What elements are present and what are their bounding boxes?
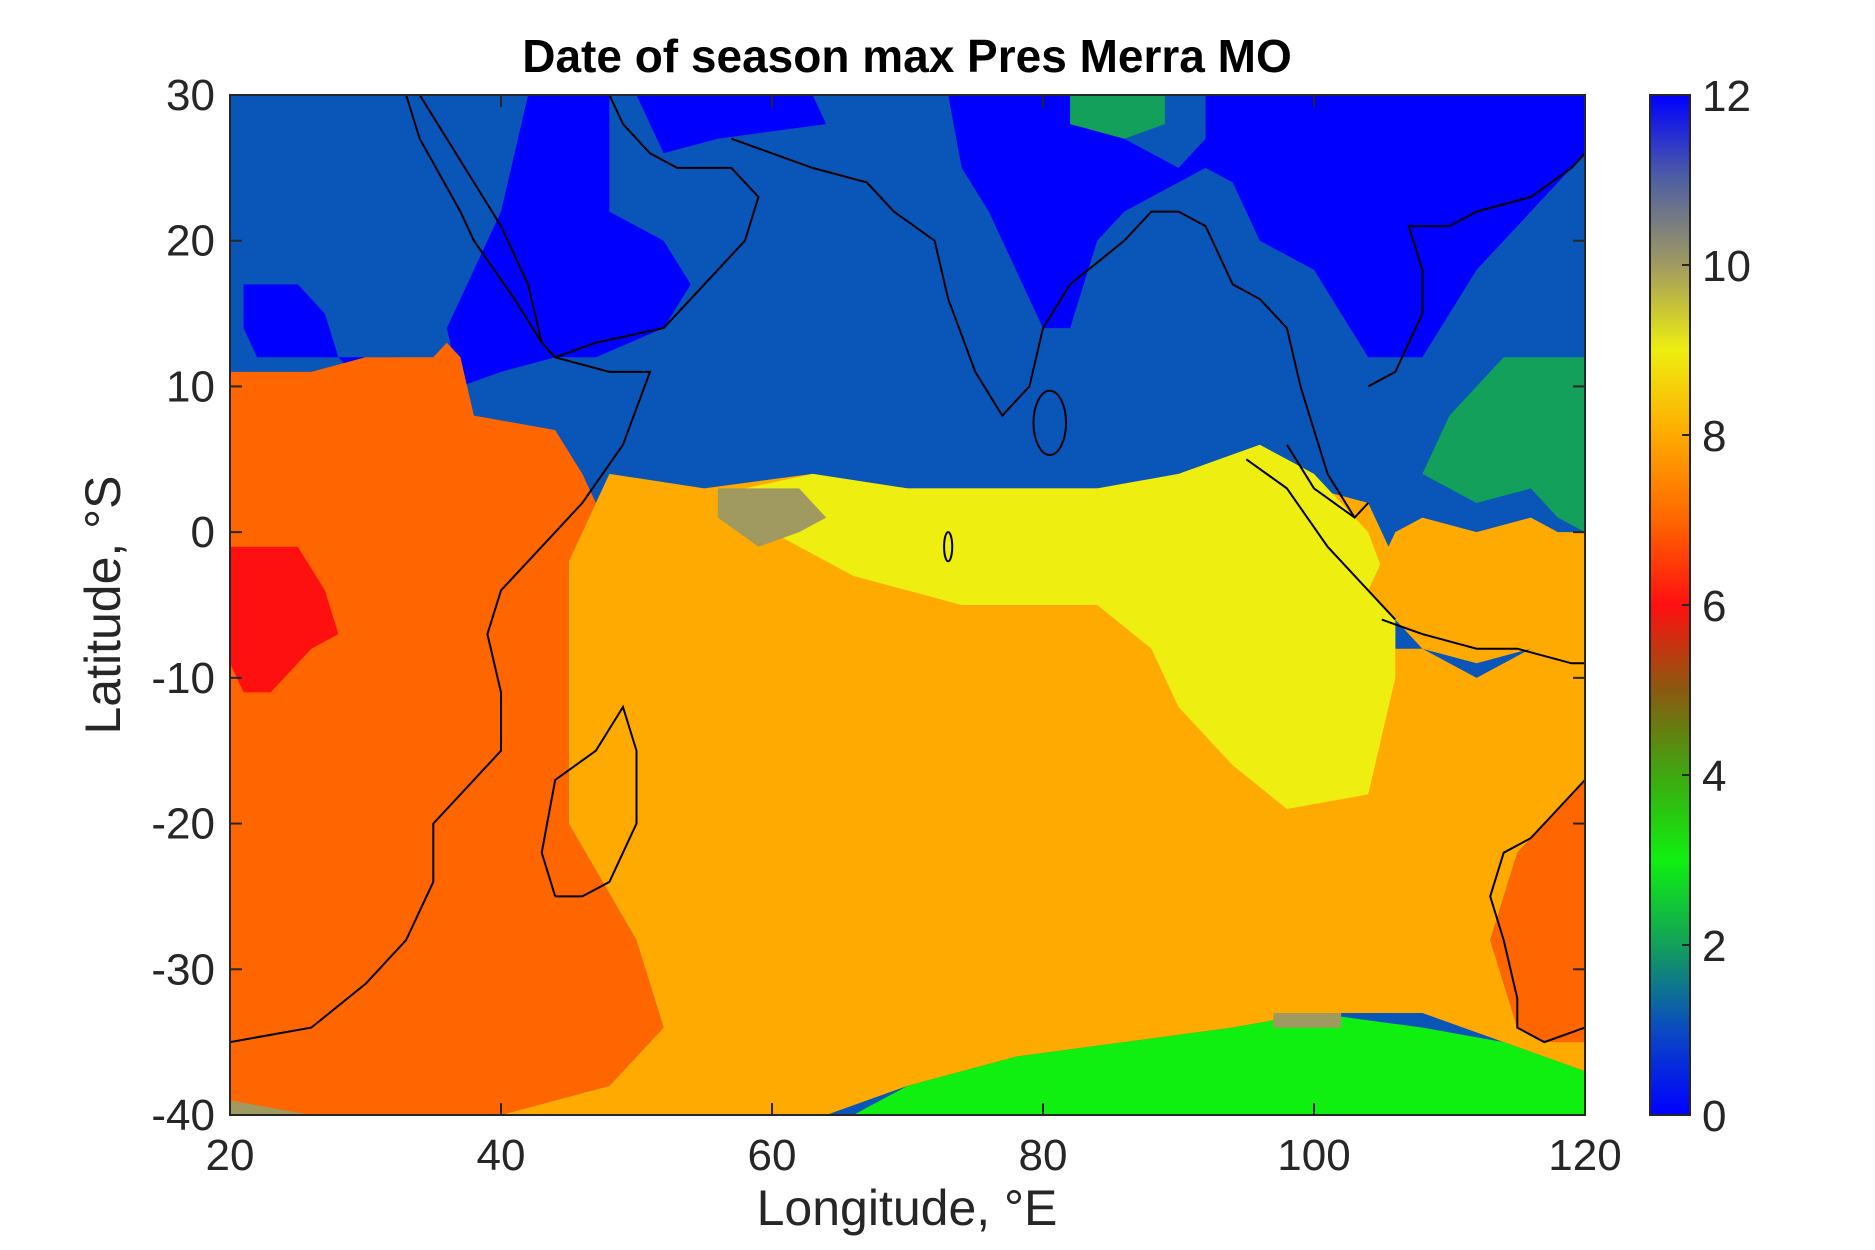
x-tick-label-0: 20 — [206, 1131, 255, 1180]
coastline-9 — [540, 704, 638, 898]
heatmap-region-9 — [744, 444, 1396, 809]
x-tick-label-5: 120 — [1548, 1131, 1621, 1180]
colorbar-ticks: 12 10 8 6 4 2 0 — [1682, 72, 1751, 1141]
y-axis-ticks: 30 20 10 0 -10 -20 -30 -40 — [151, 71, 1585, 1140]
heatmap-region-11 — [1368, 517, 1585, 664]
x-tick-label-2: 60 — [748, 1131, 797, 1180]
heatmap-region-5 — [1070, 95, 1165, 139]
y-tick-label-7: -40 — [151, 1091, 215, 1140]
x-tick-label-1: 40 — [477, 1131, 526, 1180]
coastline-6 — [1381, 618, 1585, 665]
heatmap-region-12 — [1422, 357, 1585, 533]
colorbar-tick-label-5: 2 — [1702, 922, 1726, 971]
coastline-outline — [230, 95, 1585, 1044]
colorbar-tick-label-3: 6 — [1702, 582, 1726, 631]
colorbar-tick-label-2: 8 — [1702, 412, 1726, 461]
colorbar-tick-label-1: 10 — [1702, 242, 1751, 291]
heatmap-region-3 — [636, 95, 827, 154]
y-tick-label-2: 10 — [166, 362, 215, 411]
x-axis-label: Longitude, °E — [757, 1180, 1058, 1236]
island-0 — [1032, 389, 1068, 456]
coastline-8 — [1489, 779, 1585, 1044]
heatmap-region-4 — [948, 95, 1585, 358]
chart-title: Date of season max Pres Merra MO — [522, 30, 1292, 82]
y-tick-label-4: -10 — [151, 654, 215, 703]
y-tick-label-0: 30 — [166, 71, 215, 120]
colorbar-tick-label-4: 4 — [1702, 752, 1726, 801]
y-tick-label-1: 20 — [166, 217, 215, 266]
y-tick-label-6: -30 — [151, 945, 215, 994]
y-tick-label-5: -20 — [151, 800, 215, 849]
plot-frame — [229, 94, 1586, 1116]
colorbar-tick-label-6: 0 — [1702, 1092, 1726, 1141]
coastline-5 — [1245, 458, 1397, 621]
heatmap-region-6 — [230, 342, 664, 1115]
heatmap-region-10 — [717, 488, 827, 547]
x-axis-ticks: 20 40 60 80 100 120 — [206, 95, 1622, 1180]
coastline-4 — [1286, 444, 1369, 519]
heatmap-region-2 — [243, 284, 407, 372]
island-1 — [943, 531, 954, 563]
y-tick-label-3: 0 — [191, 508, 215, 557]
heatmap-region-16 — [230, 1100, 312, 1115]
heatmap-region-13 — [1490, 779, 1585, 1043]
x-tick-label-3: 80 — [1019, 1131, 1068, 1180]
x-tick-label-4: 100 — [1277, 1131, 1350, 1180]
coastline-1 — [418, 95, 543, 343]
coastline-3 — [730, 137, 1356, 519]
y-axis-label: Latitude, °S — [75, 475, 131, 734]
heatmap-region-7 — [230, 546, 339, 693]
coastline-2 — [554, 95, 760, 359]
heatmap-region-15 — [1273, 1013, 1342, 1028]
heatmap-region-1 — [446, 95, 691, 387]
heatmap-regions — [230, 95, 1585, 1115]
coastline-0 — [230, 95, 652, 1044]
colorbar-tick-label-0: 12 — [1702, 72, 1751, 121]
heatmap-region-14 — [853, 1013, 1585, 1115]
coastline-7 — [1367, 152, 1585, 388]
